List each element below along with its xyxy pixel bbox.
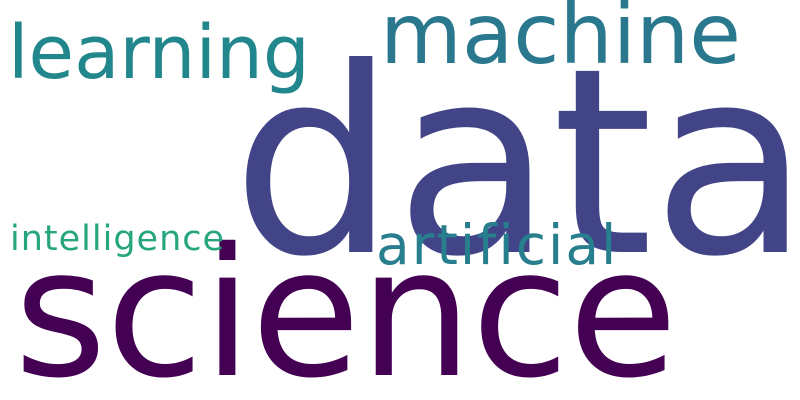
word-data: data bbox=[232, 13, 800, 313]
word-science: science bbox=[14, 210, 678, 400]
word-artificial: artificial bbox=[376, 213, 619, 277]
word-learning: learning bbox=[8, 10, 310, 96]
word-machine: machine bbox=[380, 0, 741, 83]
word-intelligence: intelligence bbox=[10, 219, 226, 259]
